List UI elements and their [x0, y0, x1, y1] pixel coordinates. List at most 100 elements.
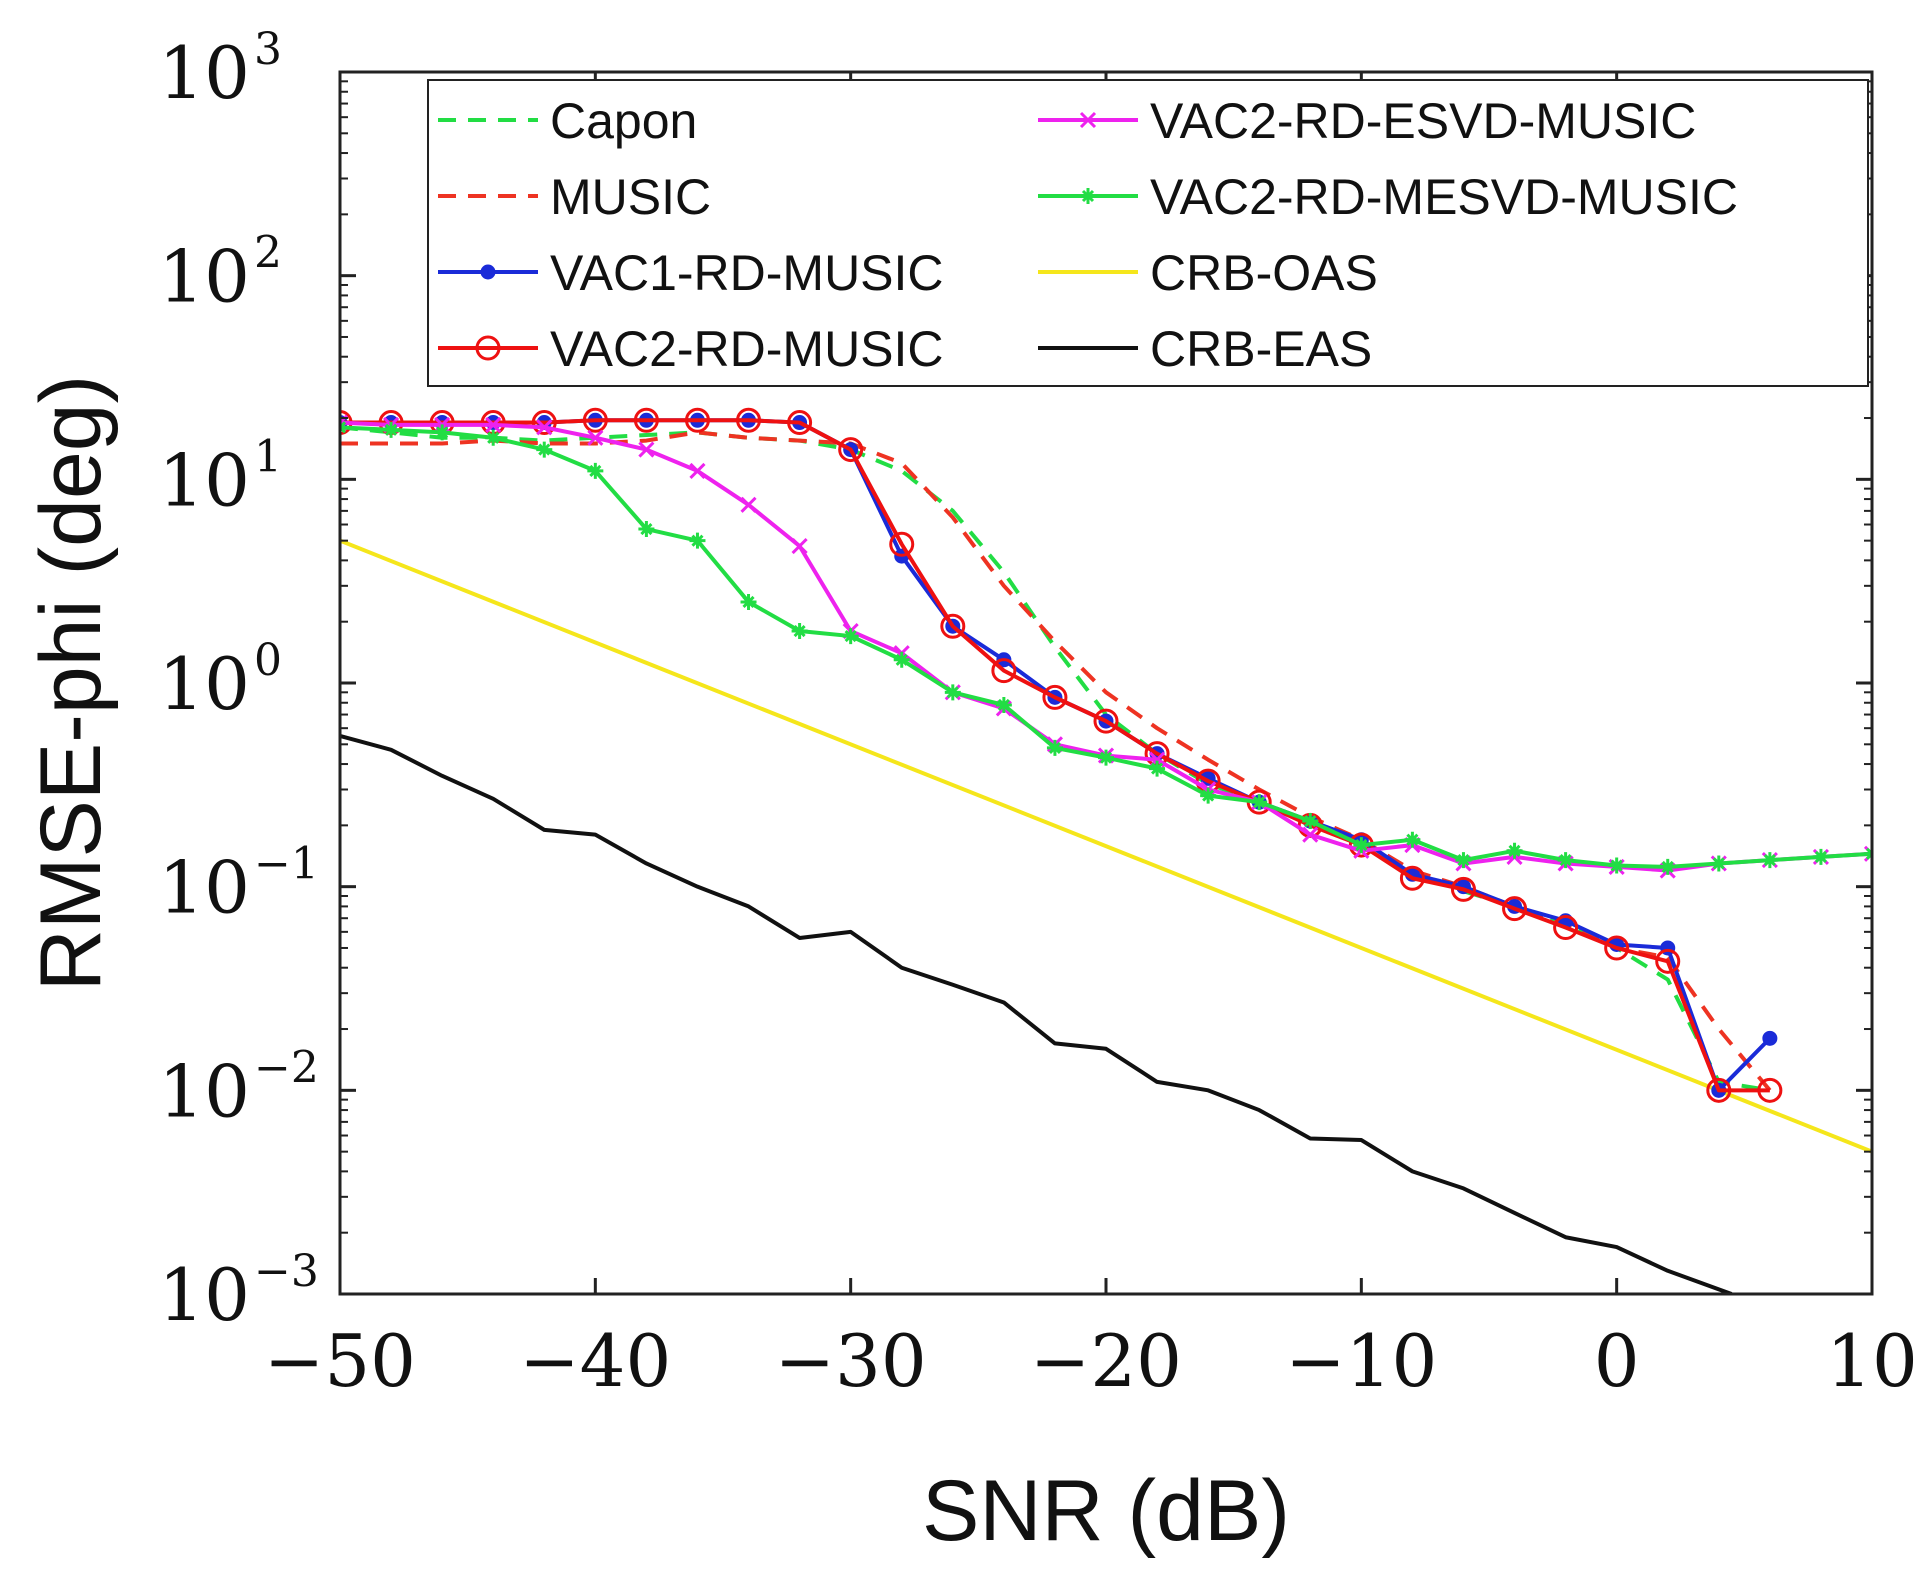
data-point-vac2-rd-mesvd-music	[485, 429, 502, 446]
legend-item-vac2-rd-esvd-music: VAC2-RD-ESVD-MUSIC	[1038, 93, 1696, 149]
series-line-vac2-rd-music	[340, 418, 1770, 1093]
series-vac2-rd-music	[340, 407, 1783, 1103]
legend-marker	[480, 264, 496, 280]
series-capon	[340, 425, 1771, 1093]
data-point-vac2-rd-mesvd-music	[536, 441, 553, 458]
legend-label: CRB-OAS	[1150, 245, 1378, 301]
legend-item-vac2-rd-mesvd-music: VAC2-RD-MESVD-MUSIC	[1038, 169, 1738, 225]
data-point-vac2-rd-mesvd-music	[1557, 852, 1574, 869]
data-point-vac2-rd-esvd-music	[689, 462, 706, 479]
series-crb-oas	[340, 538, 1872, 1154]
x-tick-label: −30	[775, 1319, 927, 1403]
data-point-vac2-rd-esvd-music	[791, 538, 808, 555]
y-axis-label: RMSE-phi (deg)	[23, 375, 119, 992]
y-tick-base: 10	[158, 846, 250, 930]
legend-label: VAC2-RD-ESVD-MUSIC	[1150, 93, 1696, 149]
y-tick-base: 10	[158, 1253, 250, 1337]
data-point-vac2-rd-music	[633, 407, 659, 433]
data-point-vac2-rd-mesvd-music	[1353, 837, 1370, 854]
y-tick-label: 10 −2	[158, 1042, 319, 1133]
y-tick-label: 10 3	[158, 24, 282, 115]
series-vac2-rd-esvd-music	[340, 414, 1872, 879]
data-point-vac2-rd-music	[1399, 865, 1425, 891]
data-point-vac2-rd-music	[1093, 708, 1119, 734]
data-point-vac2-rd-mesvd-music	[842, 628, 859, 645]
y-tick-label: 10 2	[158, 228, 282, 319]
y-tick-label: 10 −1	[158, 839, 319, 930]
x-tick-label: −40	[519, 1319, 671, 1403]
data-point-vac2-rd-music	[1553, 915, 1579, 941]
data-point-vac2-rd-mesvd-music	[1659, 858, 1676, 875]
series-layer	[340, 407, 1872, 1294]
series-line-vac2-rd-mesvd-music	[340, 425, 1872, 869]
data-point-vac2-rd-mesvd-music	[383, 421, 400, 438]
data-point-vac2-rd-music	[1502, 896, 1528, 922]
data-point-vac2-rd-music	[531, 410, 557, 436]
y-tick-exponent: 0	[254, 635, 282, 686]
y-tick-exponent: −3	[254, 1246, 319, 1297]
legend: Capon MUSIC VAC1-RD-MUSIC VAC2-RD-MUSIC VAC2…	[427, 79, 1869, 387]
y-tick-exponent: 1	[254, 431, 282, 482]
y-tick-exponent: 2	[254, 228, 282, 279]
legend-box	[427, 79, 1869, 387]
data-point-vac1-rd-music	[1762, 1030, 1778, 1046]
data-point-vac2-rd-mesvd-music	[1608, 857, 1625, 874]
data-point-vac2-rd-mesvd-music	[689, 532, 706, 549]
y-tick-label: 10 1	[158, 431, 282, 522]
legend-label: MUSIC	[550, 169, 711, 225]
data-point-vac2-rd-mesvd-music	[995, 696, 1012, 713]
data-point-vac2-rd-mesvd-music	[791, 623, 808, 640]
data-point-vac2-rd-music	[1757, 1077, 1783, 1103]
legend-item-vac2-rd-music: VAC2-RD-MUSIC	[438, 321, 944, 377]
data-point-vac2-rd-mesvd-music	[1098, 749, 1114, 766]
data-point-vac2-rd-music	[787, 410, 813, 436]
legend-marker	[1080, 188, 1096, 204]
y-tick-exponent: 3	[254, 24, 282, 75]
data-point-vac2-rd-esvd-music	[485, 416, 502, 433]
data-point-vac2-rd-esvd-music	[587, 429, 604, 446]
y-tick-exponent: −1	[254, 839, 319, 890]
data-point-vac2-rd-music	[1604, 935, 1630, 961]
data-point-vac2-rd-mesvd-music	[434, 424, 451, 441]
data-point-vac2-rd-mesvd-music	[1404, 831, 1421, 848]
y-tick-label: 10 0	[158, 635, 282, 726]
data-point-vac2-rd-music	[1706, 1077, 1732, 1103]
y-tick-base: 10	[158, 235, 250, 319]
data-point-vac2-rd-mesvd-music	[1455, 852, 1472, 869]
data-point-vac2-rd-mesvd-music	[1812, 848, 1829, 865]
x-axis-label: SNR (dB)	[922, 1463, 1290, 1559]
data-point-vac2-rd-mesvd-music	[1251, 794, 1268, 811]
data-point-vac2-rd-music	[838, 437, 864, 463]
legend-item-crb-eas: CRB-EAS	[1038, 321, 1372, 377]
legend-item-vac1-rd-music: VAC1-RD-MUSIC	[438, 245, 944, 301]
legend-item-music: MUSIC	[438, 169, 711, 225]
legend-item-capon: Capon	[438, 93, 697, 149]
legend-label: VAC2-RD-MESVD-MUSIC	[1150, 169, 1738, 225]
legend-label: Capon	[550, 93, 697, 149]
legend-marker	[475, 335, 501, 361]
data-point-vac2-rd-music	[582, 407, 608, 433]
data-point-vac2-rd-mesvd-music	[1506, 842, 1523, 859]
series-line-capon	[340, 425, 1771, 1093]
data-point-vac2-rd-music	[889, 531, 915, 557]
series-music	[340, 430, 1772, 1092]
data-point-vac2-rd-music	[1042, 684, 1068, 710]
data-point-vac2-rd-esvd-music	[740, 496, 757, 513]
data-point-vac2-rd-music	[1655, 948, 1681, 974]
data-point-vac2-rd-mesvd-music	[893, 651, 910, 668]
x-tick-label: −50	[264, 1319, 416, 1403]
data-point-vac2-rd-mesvd-music	[1761, 852, 1778, 869]
data-point-vac2-rd-mesvd-music	[1149, 760, 1166, 777]
x-tick-label: −20	[1030, 1319, 1182, 1403]
x-tick-label: 10	[1826, 1319, 1918, 1403]
data-point-vac2-rd-mesvd-music	[1046, 739, 1063, 756]
x-tick-label: 0	[1594, 1319, 1640, 1403]
data-point-vac2-rd-music	[736, 407, 762, 433]
series-line-music	[340, 430, 1772, 1092]
data-point-vac2-rd-esvd-music	[1302, 826, 1319, 843]
data-point-vac2-rd-esvd-music	[536, 419, 553, 436]
x-tick-label: −10	[1285, 1319, 1437, 1403]
data-point-vac2-rd-mesvd-music	[1710, 855, 1727, 872]
legend-item-crb-oas: CRB-OAS	[1038, 245, 1378, 301]
